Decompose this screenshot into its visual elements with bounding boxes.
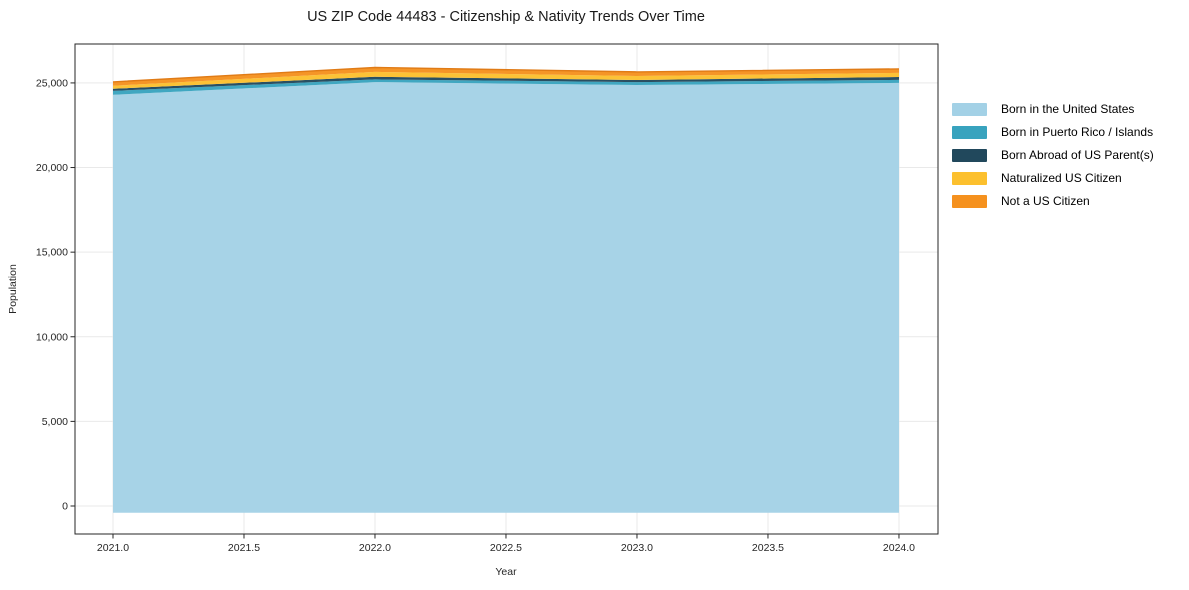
legend-label: Born Abroad of US Parent(s) [1001, 148, 1154, 162]
chart-title: US ZIP Code 44483 - Citizenship & Nativi… [307, 9, 705, 25]
legend-item: Naturalized US Citizen [952, 172, 1154, 185]
legend-label: Born in the United States [1001, 102, 1135, 116]
legend-label: Not a US Citizen [1001, 194, 1090, 208]
legend-label: Born in Puerto Rico / Islands [1001, 125, 1154, 139]
x-tick-label: 2021.5 [228, 542, 260, 554]
x-tick-label: 2023.5 [752, 542, 784, 554]
legend-swatch-icon [952, 195, 987, 208]
area-band-4 [113, 67, 899, 86]
y-axis-label: Population [7, 264, 19, 314]
area-band-1 [113, 79, 899, 95]
legend-label: Naturalized US Citizen [1001, 171, 1122, 185]
legend-swatch-icon [952, 126, 987, 139]
legend-swatch-icon [952, 172, 987, 185]
total-top-edge [112, 66, 900, 83]
y-tick-label: 25,000 [36, 77, 68, 89]
y-tick-label: 0 [62, 500, 68, 512]
y-tick-label: 10,000 [36, 331, 68, 343]
x-tick-label: 2023.0 [621, 542, 653, 554]
x-axis-label: Year [495, 566, 517, 578]
legend-item: Not a US Citizen [952, 195, 1154, 208]
legend-item: Born in Puerto Rico / Islands [952, 126, 1154, 139]
area-band-2 [113, 76, 899, 91]
legend-swatch-icon [952, 149, 987, 162]
x-tick-label: 2024.0 [883, 542, 915, 554]
plot-border [74, 43, 939, 535]
x-tick-label: 2022.5 [490, 542, 522, 554]
legend: Born in the United States Born in Puerto … [952, 103, 1154, 218]
legend-item: Born in the United States [952, 103, 1154, 116]
area-band-3 [113, 71, 899, 89]
area-band-0 [113, 82, 899, 513]
y-tick-label: 15,000 [36, 247, 68, 259]
y-tick-label: 5,000 [42, 416, 68, 428]
x-tick-label: 2021.0 [97, 542, 129, 554]
legend-item: Born Abroad of US Parent(s) [952, 149, 1154, 162]
legend-swatch-icon [952, 103, 987, 116]
y-tick-label: 20,000 [36, 162, 68, 174]
x-tick-label: 2022.0 [359, 542, 391, 554]
